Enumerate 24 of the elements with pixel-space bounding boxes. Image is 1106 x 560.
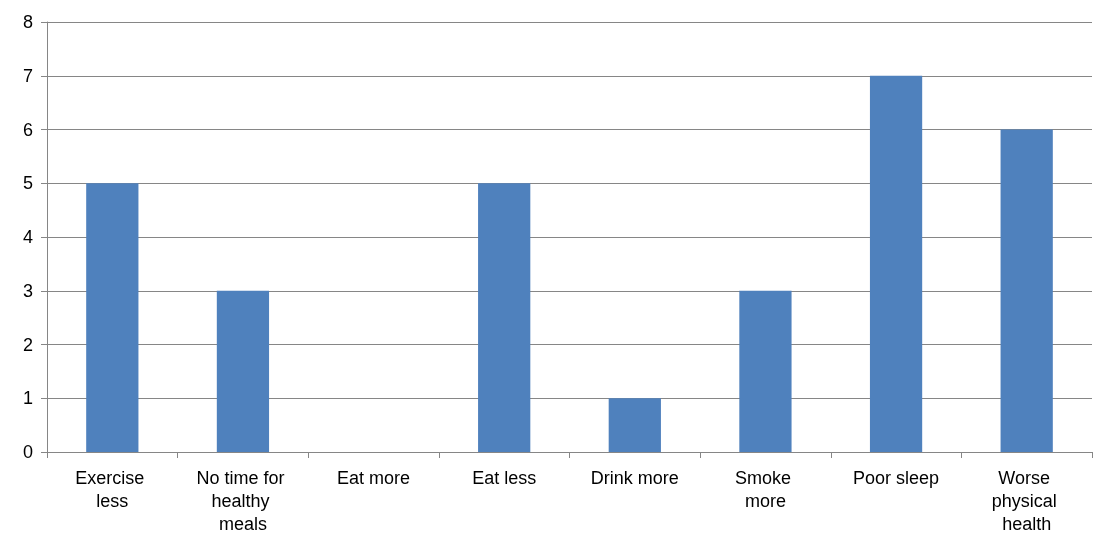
y-tick-label: 1 (22, 388, 33, 409)
y-tick-label: 4 (22, 227, 33, 247)
x-tick-label: Eat less (472, 467, 537, 488)
y-tick-label: 8 (22, 12, 33, 32)
x-tick-label: No time for healthy meals (196, 467, 290, 534)
bar (608, 398, 661, 452)
x-tick-label: Drink more (590, 467, 679, 488)
y-tick-label: 3 (22, 280, 33, 301)
bar (869, 75, 923, 452)
x-tick-label: Eat more (337, 467, 411, 488)
y-tick-label: 6 (22, 119, 33, 140)
y-tick-label: 2 (22, 334, 33, 355)
x-tick-label: Smoke more (734, 467, 796, 511)
x-tick-label: Poor sleep (853, 467, 940, 488)
y-tick-label: 5 (22, 173, 33, 194)
x-tick-label: Worse physical health (991, 467, 1062, 534)
bar (216, 290, 270, 452)
bar (86, 183, 139, 452)
y-tick-label: 7 (22, 65, 33, 86)
bar (739, 290, 792, 452)
y-tick-label: 0 (22, 442, 33, 462)
bar (478, 183, 531, 452)
x-tick-label: Exercise less (75, 467, 150, 511)
bar (1000, 129, 1053, 452)
